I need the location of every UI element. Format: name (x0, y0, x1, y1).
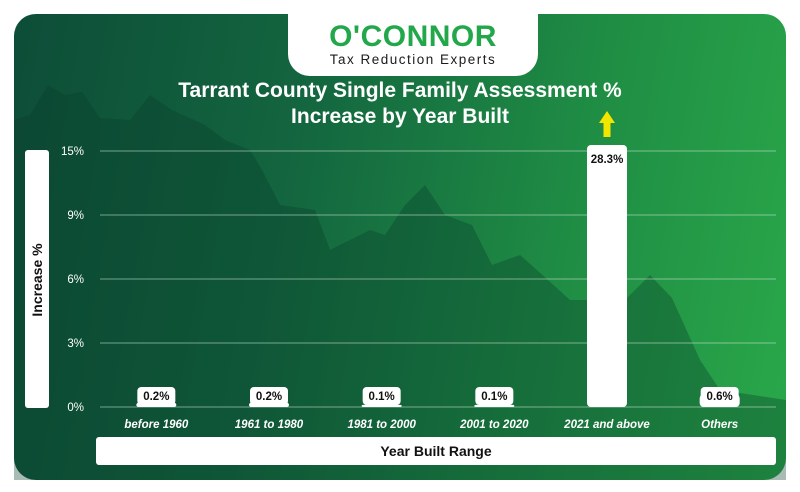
x-tick-label: 2001 to 2020 (459, 419, 529, 431)
chart-title: Tarrant County Single Family Assessment … (150, 78, 650, 130)
x-tick-label: Others (701, 419, 738, 431)
y-tick-label: 3% (67, 338, 84, 350)
data-label-box (475, 387, 514, 405)
data-label-box (362, 387, 401, 405)
data-label-box (700, 387, 739, 405)
x-tick-label: before 1960 (124, 419, 189, 431)
data-label: 28.3% (591, 154, 624, 166)
logo-wordmark: O'CONNOR (329, 20, 497, 53)
data-label: 0.6% (707, 391, 733, 403)
y-axis-label-box (25, 150, 49, 408)
x-tick-label: 1961 to 1980 (235, 419, 304, 431)
y-tick-label: 15% (61, 146, 84, 158)
y-tick-label: 9% (67, 210, 84, 222)
bar (474, 404, 515, 407)
bar (587, 145, 627, 407)
x-tick-label: 1981 to 2000 (347, 419, 416, 431)
x-axis-label: Year Built Range (380, 443, 492, 459)
bar (361, 404, 402, 407)
data-label: 0.1% (481, 391, 507, 403)
x-tick-label: 2021 and above (563, 419, 650, 431)
data-label: 0.2% (143, 391, 169, 403)
x-axis-label-box (96, 437, 776, 465)
data-label: 0.1% (369, 391, 395, 403)
data-label: 0.2% (256, 391, 282, 403)
y-axis-label: Increase % (29, 243, 45, 317)
up-arrow-icon (599, 111, 615, 137)
y-tick-label: 6% (67, 274, 84, 286)
chart-title-line-1: Tarrant County Single Family Assessment … (178, 79, 622, 102)
chart-title-line-2: Increase by Year Built (291, 105, 509, 128)
y-tick-label: 0% (67, 402, 84, 414)
logo-tagline: Tax Reduction Experts (329, 52, 497, 67)
logo: O'CONNOR Tax Reduction Experts (288, 14, 538, 76)
data-label-box (137, 387, 176, 405)
data-label-box (250, 387, 288, 405)
